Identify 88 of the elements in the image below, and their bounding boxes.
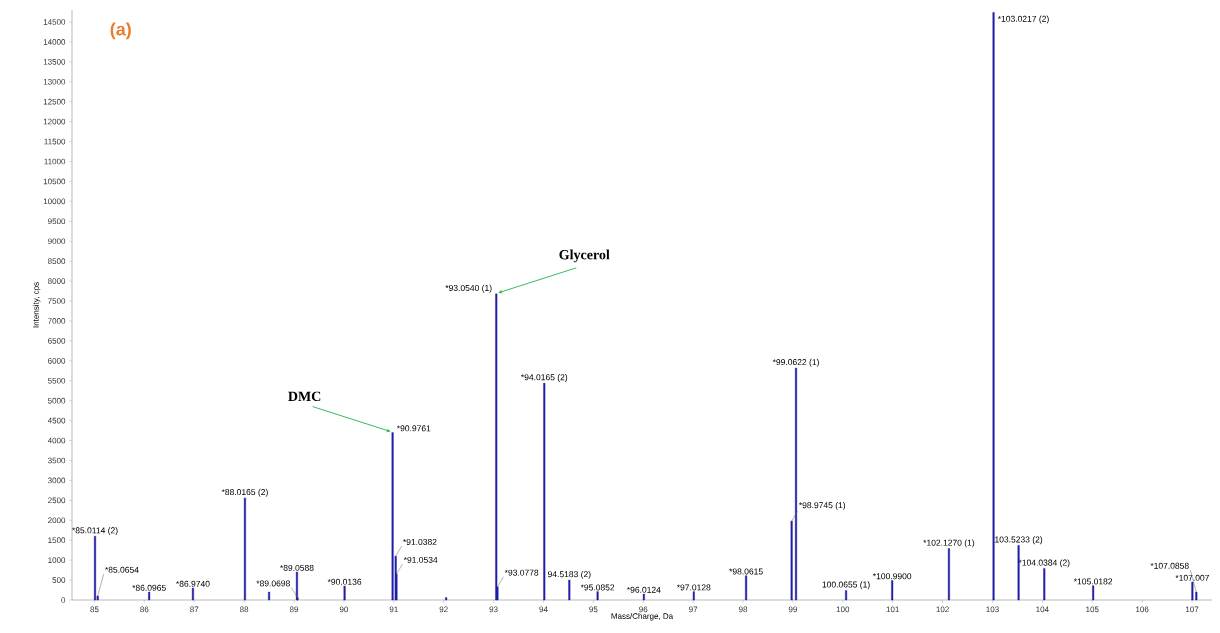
annotation: *86.9740 — [176, 580, 210, 587]
y-tick-label: 9000 — [48, 238, 66, 245]
annotation: *107.007 — [1175, 574, 1209, 581]
y-tick-label: 0 — [61, 597, 66, 603]
y-tick-label: 14000 — [43, 39, 66, 45]
x-axis-title: Mass/Charge, Da — [611, 613, 674, 621]
annotation: *85.0654 — [105, 566, 139, 573]
annotation: *90.9761 — [396, 425, 431, 432]
y-tick-label: 3000 — [47, 477, 66, 484]
y-axis-title: Intensity, cps — [32, 282, 41, 328]
annotation: 100.0655 (1) — [822, 581, 870, 590]
x-tick-label: 93 — [489, 606, 498, 613]
annotation: *107.0858 — [1150, 562, 1189, 569]
y-tick-label: 6500 — [48, 338, 66, 344]
annotation: *94.0165 (2) — [521, 374, 568, 382]
x-tick-label: 104 — [1036, 606, 1049, 613]
annotation: *104.0384 (2) — [1018, 559, 1070, 568]
annotation: *89.0588 — [280, 564, 314, 571]
annotation: *97.0128 — [676, 584, 711, 591]
x-tick-label: 103 — [986, 606, 999, 613]
x-tick-label: 98 — [738, 606, 748, 613]
annotation: *89.0698 — [256, 580, 290, 587]
y-tick-label: 5500 — [47, 377, 66, 384]
y-tick-label: 2000 — [48, 517, 66, 524]
annotation: *93.0778 — [504, 569, 539, 576]
y-tick-label: 12500 — [43, 98, 66, 105]
annotation: *99.0622 (1) — [772, 358, 819, 367]
y-tick-label: 10000 — [43, 198, 66, 205]
y-tick-label: 12000 — [43, 118, 66, 125]
y-tick-label: 14500 — [43, 19, 66, 25]
x-tick-label: 89 — [289, 606, 299, 613]
y-tick-label: 5000 — [47, 397, 66, 404]
x-tick-label: 94 — [539, 606, 548, 613]
annotation: 103.5233 (2) — [995, 536, 1043, 545]
x-tick-label: 85 — [90, 606, 99, 613]
annotation: *98.9745 (1) — [798, 501, 846, 510]
x-tick-label: 95 — [589, 606, 598, 613]
x-tick-label: 86 — [140, 606, 149, 613]
annotation: (a) — [110, 22, 131, 40]
y-tick-label: 1500 — [48, 537, 66, 544]
x-tick-label: 87 — [190, 606, 199, 613]
annotation: DMC — [288, 391, 321, 402]
annotation: *103.0217 (2) — [997, 15, 1049, 24]
y-tick-label: 6000 — [48, 357, 66, 364]
y-tick-label: 10500 — [43, 178, 66, 185]
y-tick-label: 8000 — [48, 278, 66, 284]
annotation: *95.0852 — [580, 584, 615, 591]
x-tick-label: 88 — [240, 606, 249, 613]
y-tick-label: 4000 — [47, 437, 66, 444]
x-tick-label: 91 — [389, 606, 398, 613]
y-tick-label: 1000 — [48, 557, 66, 563]
annotation: *102.1270 (1) — [923, 539, 975, 548]
y-tick-label: 11000 — [44, 158, 66, 165]
y-tick-label: 13500 — [43, 58, 66, 65]
x-tick-label: 101 — [886, 606, 899, 613]
y-tick-label: 9500 — [48, 218, 66, 225]
y-tick-label: 8500 — [48, 258, 66, 264]
x-tick-label: 92 — [439, 606, 448, 613]
annotation: *86.0965 — [132, 584, 166, 591]
annotation: *98.0615 — [729, 568, 763, 575]
annotation: *100.9900 — [872, 573, 912, 580]
annotation: Glycerol — [559, 249, 610, 263]
y-tick-label: 7000 — [48, 318, 66, 324]
y-tick-label: 3500 — [47, 457, 66, 464]
x-tick-label: 102 — [936, 606, 949, 613]
annotation: *93.0540 (1) — [445, 284, 492, 293]
annotation: *90.0136 — [327, 578, 362, 585]
x-tick-label: 107 — [1185, 606, 1199, 613]
y-tick-label: 7500 — [48, 298, 66, 304]
y-tick-label: 500 — [52, 577, 66, 583]
x-tick-label: 96 — [639, 606, 648, 613]
annotation: *91.0382 — [403, 538, 437, 545]
x-tick-label: 105 — [1086, 606, 1099, 613]
x-tick-label: 90 — [339, 606, 349, 613]
annotation: *96.0124 — [626, 586, 661, 593]
x-tick-label: 97 — [689, 606, 698, 613]
x-tick-label: 99 — [788, 606, 797, 613]
annotation: *85.0114 (2) — [72, 527, 118, 536]
y-tick-label: 11500 — [44, 138, 66, 145]
annotation: *105.0182 — [1073, 578, 1113, 585]
y-tick-label: 13000 — [43, 78, 66, 85]
annotation: *91.0534 — [403, 556, 438, 563]
y-tick-label: 4500 — [47, 417, 66, 424]
x-tick-label: 100 — [836, 606, 850, 613]
x-tick-label: 106 — [1136, 606, 1149, 613]
annotation: 94.5183 (2) — [547, 570, 591, 579]
annotation: *88.0165 (2) — [221, 488, 268, 497]
y-tick-label: 2500 — [48, 497, 66, 504]
